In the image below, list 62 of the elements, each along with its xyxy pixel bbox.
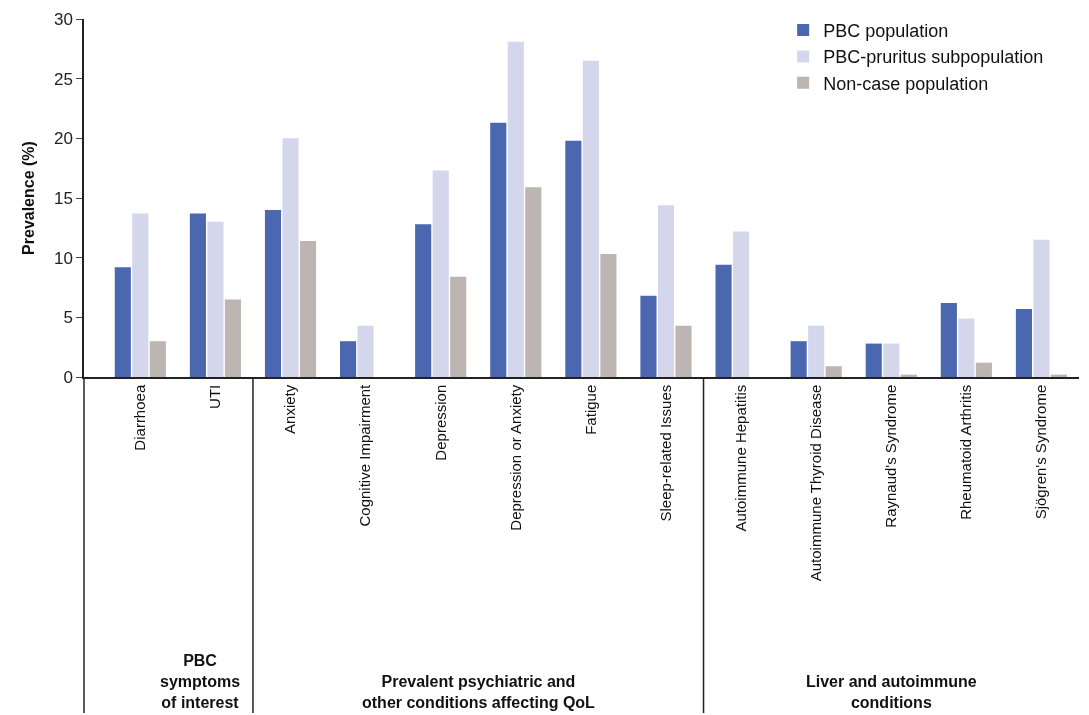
bar (675, 325, 692, 377)
y-tick-label: 10 (53, 248, 73, 268)
y-tick-label: 25 (53, 69, 73, 89)
x-tick-label: Autoimmune Thyroid Disease (807, 384, 825, 582)
x-tick-label: Sjögren's Syndrome (1032, 384, 1050, 520)
y-axis-title: Prevalence (%) (20, 141, 38, 255)
bar (808, 325, 825, 377)
bar (975, 362, 992, 377)
bar (282, 138, 299, 377)
x-tick-label: Anxiety (281, 384, 299, 434)
legend-label: Non-case population (823, 73, 989, 94)
bar (189, 213, 206, 377)
x-tick-label: Cognitive Impairment (356, 383, 374, 527)
bar (264, 209, 282, 377)
bar (1015, 308, 1032, 377)
bar (715, 264, 732, 377)
bar (825, 366, 842, 377)
bar (224, 299, 241, 377)
x-tick-label: Fatigue (581, 384, 599, 435)
bar (357, 325, 374, 377)
bar (582, 60, 599, 377)
x-tick-label: Raynaud's Syndrome (882, 384, 900, 528)
bar (940, 303, 957, 377)
bar (299, 240, 317, 377)
x-tick-label: Depression (431, 384, 449, 461)
text: Liver and autoimmune conditions (806, 673, 977, 711)
bar (790, 341, 807, 377)
bar (883, 343, 900, 377)
text: Prevalent psychiatric and other conditions affecting QoL (362, 673, 596, 711)
x-tick-label: Sleep-related Issues (656, 384, 674, 522)
y-tick-label: 30 (53, 9, 73, 29)
x-tick-label: Diarrhoea (131, 384, 149, 451)
bar (450, 276, 467, 377)
bar (432, 170, 449, 377)
x-tick-label: Depression or Anxiety (506, 384, 524, 531)
legend-label: PBC population (823, 21, 949, 42)
bar (207, 221, 224, 377)
bar (114, 267, 131, 377)
y-tick-label: 0 (63, 367, 73, 387)
bar (657, 205, 675, 377)
x-tick-label: Autoimmune Hepatitis (731, 384, 749, 532)
bar (149, 341, 166, 377)
bar (525, 187, 542, 377)
bar (340, 341, 357, 377)
bar (733, 231, 750, 377)
bar (958, 318, 975, 377)
bar (565, 140, 582, 377)
y-tick-label: 15 (53, 188, 73, 208)
bar (415, 224, 432, 377)
text: PBC symptoms of interest (160, 652, 241, 711)
y-tick-label: 5 (63, 308, 73, 328)
bar (1033, 239, 1050, 377)
bar (132, 213, 149, 377)
legend-label: PBC-pruritus subpopulation (823, 47, 1044, 68)
bar (865, 343, 882, 377)
x-tick-label: Rheumatoid Arthritis (957, 384, 975, 520)
bar (490, 122, 507, 377)
bar (640, 295, 657, 377)
x-tick-label: UTI (206, 384, 224, 409)
y-tick-label: 20 (53, 129, 73, 149)
bar (600, 254, 617, 377)
bar (507, 41, 524, 377)
